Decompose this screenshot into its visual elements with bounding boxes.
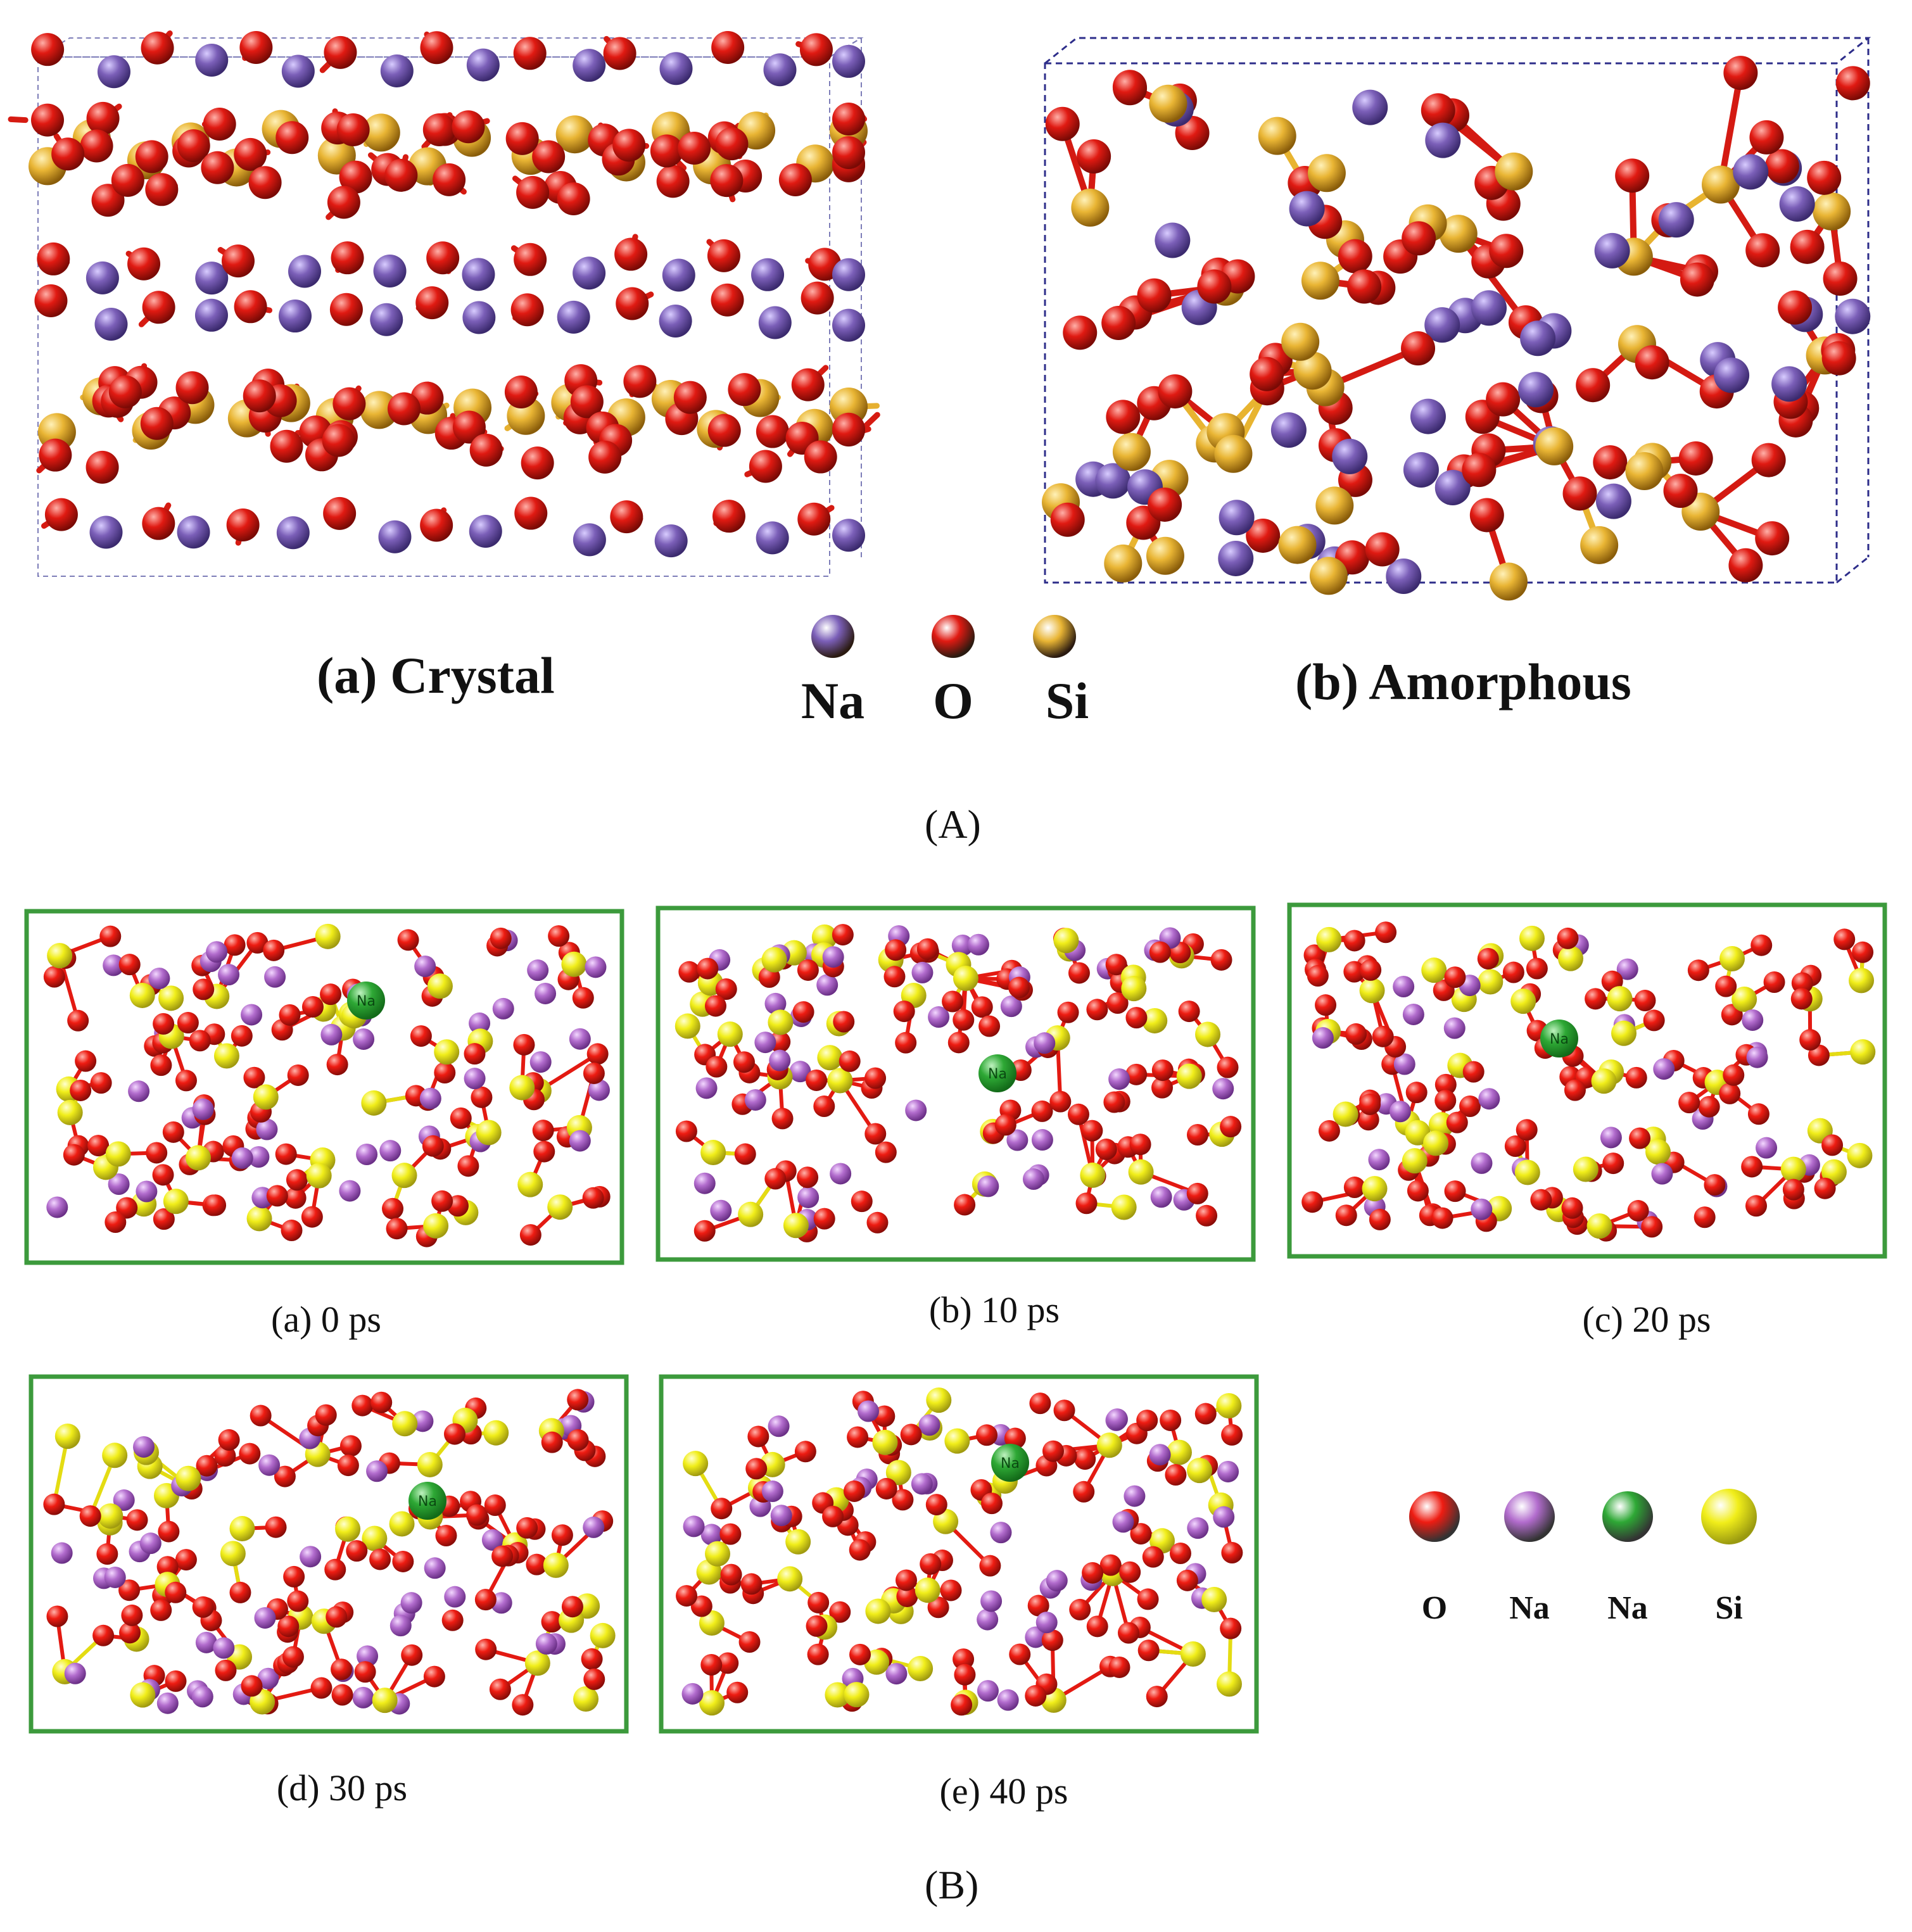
crystal-caption: (a) Crystal: [317, 647, 555, 704]
legend-label-o: O: [933, 672, 973, 729]
figure-label-a: (A): [925, 802, 981, 847]
legend-label-si: Si: [1045, 672, 1089, 729]
snapshot-caption-30ps: (d) 30 ps: [276, 1767, 408, 1809]
figure-label-b: (B): [925, 1862, 979, 1907]
tracked-na-label: Na: [1550, 1032, 1569, 1047]
snapshot-panel-20ps: Na: [1287, 902, 1887, 1259]
legend-si-atom-icon: [1033, 615, 1076, 658]
tracked-na-atom: [408, 1482, 446, 1520]
legend-b-label-si: Si: [1715, 1590, 1743, 1626]
snapshot-caption-0ps: (a) 0 ps: [271, 1299, 381, 1340]
legend-na-atom-icon: [811, 615, 854, 658]
tracked-na-atom: [347, 982, 385, 1020]
legend-swatch-na: [811, 615, 854, 658]
legend-label-na: Na: [801, 672, 865, 729]
tracked-na-atom: [1540, 1020, 1578, 1058]
legend-b-label-na: Na: [1509, 1590, 1550, 1626]
snapshot-caption-10ps: (b) 10 ps: [928, 1289, 1060, 1330]
legend-b-swatch-o: [1409, 1491, 1460, 1542]
snapshot-caption-20ps: (c) 20 ps: [1582, 1299, 1711, 1340]
tracked-na-atom: [991, 1444, 1029, 1482]
legend-b-label-o: O: [1421, 1590, 1448, 1626]
amorphous-caption: (b) Amorphous: [1295, 653, 1631, 710]
tracked-na-label: Na: [357, 994, 376, 1009]
legend-swatch-o: [932, 615, 975, 658]
legend-b-label-na-tracked: Na: [1607, 1590, 1648, 1626]
legend-b-swatch-na-tracked: [1602, 1491, 1653, 1542]
snapshot-panel-30ps: Na: [28, 1374, 629, 1734]
snapshot-panel-10ps: Na: [655, 906, 1256, 1262]
snapshot-panel-0ps: Na: [24, 909, 624, 1265]
snapshot-caption-40ps: (e) 40 ps: [939, 1771, 1068, 1812]
legend-b-swatch-si: [1701, 1489, 1757, 1544]
tracked-na-atom: [978, 1054, 1016, 1092]
amorphous-structure-panel: [1042, 37, 1871, 601]
snapshot-panel-40ps: Na: [659, 1374, 1259, 1734]
legend-swatch-si: [1033, 615, 1076, 658]
tracked-na-label: Na: [988, 1066, 1007, 1082]
legend-o-atom-icon: [932, 615, 975, 658]
crystal-structure-panel: [8, 30, 880, 577]
tracked-na-label: Na: [1001, 1456, 1020, 1472]
legend-b-swatch-na: [1504, 1491, 1555, 1542]
tracked-na-label: Na: [418, 1494, 437, 1510]
